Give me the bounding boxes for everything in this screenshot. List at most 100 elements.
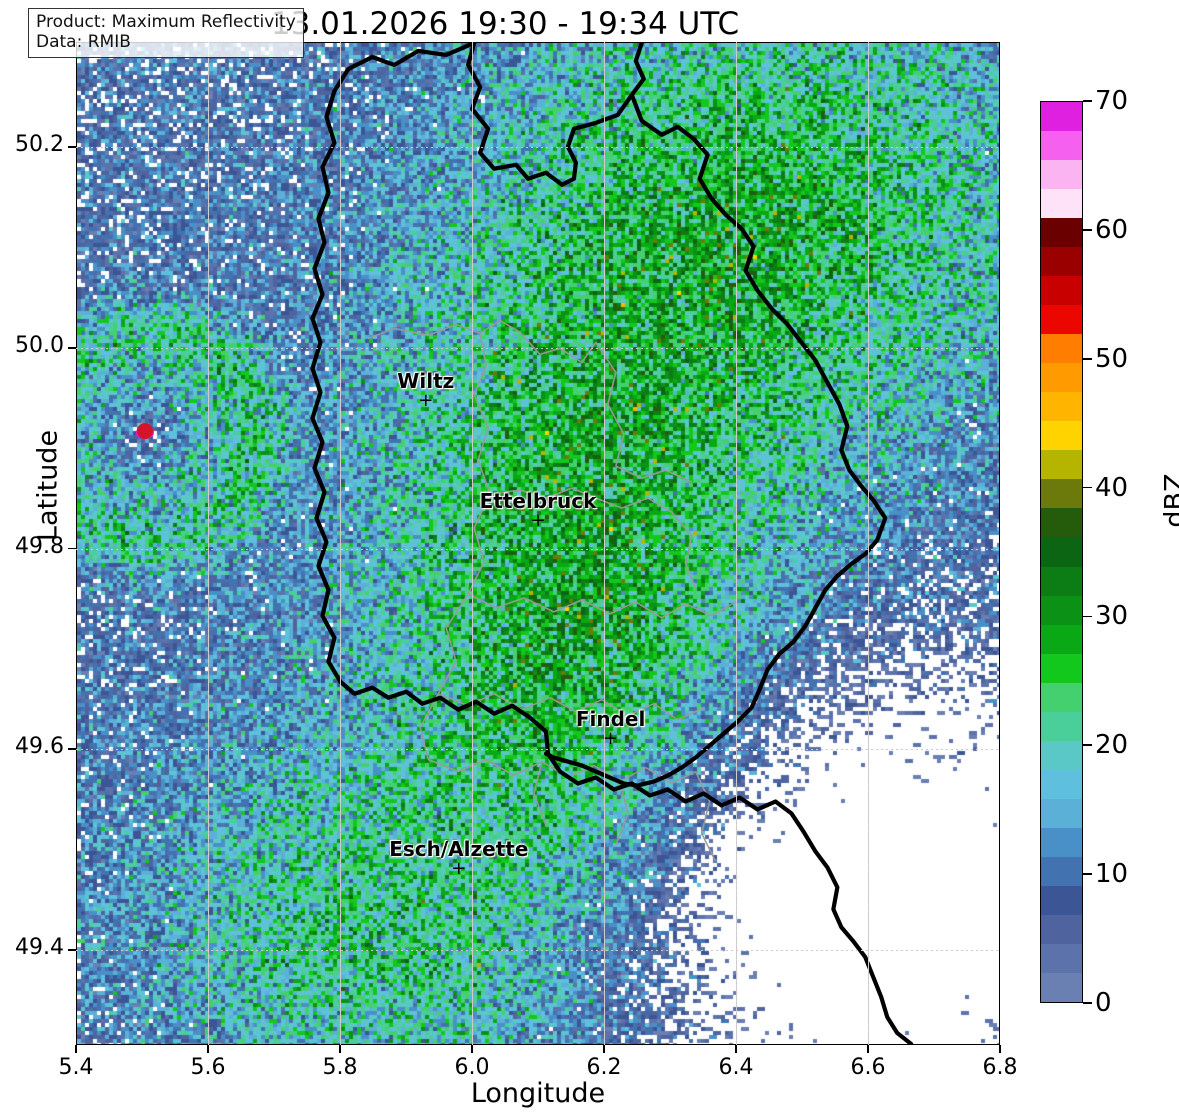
gridline-horizontal	[76, 949, 1000, 951]
city-marker-esch-alzette: Esch/Alzette +	[389, 837, 528, 880]
gridline-horizontal	[76, 749, 1000, 751]
colorbar-tick-label: 70	[1095, 86, 1129, 116]
colorbar-band	[1041, 740, 1082, 770]
y-tick-mark	[68, 547, 76, 550]
colorbar-tick-mark	[1083, 357, 1092, 360]
colorbar-tick-label: 0	[1095, 988, 1112, 1018]
colorbar-band	[1041, 189, 1082, 219]
colorbar-band	[1041, 218, 1082, 248]
colorbar-tick-mark	[1083, 1002, 1092, 1004]
gridline-horizontal	[76, 548, 1000, 550]
x-tick-mark	[867, 1045, 869, 1053]
x-tick-label: 6.6	[850, 1055, 886, 1080]
colorbar-tick-mark	[1083, 615, 1092, 618]
colorbar-band	[1041, 363, 1082, 393]
colorbar-tick-mark	[1083, 744, 1092, 747]
colorbar-band	[1041, 305, 1082, 335]
colorbar-band	[1041, 711, 1082, 741]
gridline-horizontal	[76, 347, 1000, 349]
x-tick-label: 6.2	[586, 1055, 622, 1080]
x-tick-mark	[735, 1045, 737, 1053]
colorbar-band	[1041, 334, 1082, 364]
x-tick-label: 6.0	[454, 1055, 490, 1080]
city-marker-wiltz: Wiltz +	[397, 369, 454, 412]
colorbar-band	[1041, 827, 1082, 857]
colorbar-title: dBZ	[1159, 473, 1179, 528]
data-source-line: Data: RMIB	[36, 32, 131, 53]
product-info-box: Product: Maximum Reflectivity Data: RMIB	[28, 8, 304, 59]
x-tick-label: 6.4	[718, 1055, 754, 1080]
colorbar-band	[1041, 479, 1082, 509]
colorbar	[1040, 101, 1083, 1003]
colorbar-band	[1041, 247, 1082, 277]
colorbar-band	[1041, 856, 1082, 886]
x-tick-mark	[339, 1045, 341, 1053]
gridline-vertical	[208, 42, 209, 1045]
page-title: 13.01.2026 19:30 - 19:34 UTC	[270, 6, 740, 42]
city-marker-findel: Findel +	[576, 707, 646, 748]
x-tick-mark	[999, 1045, 1001, 1053]
city-marker-ettelbruck: Ettelbruck +	[480, 489, 597, 532]
gridline-vertical	[472, 42, 473, 1045]
colorbar-band	[1041, 131, 1082, 161]
x-tick-mark	[471, 1045, 473, 1053]
colorbar-band	[1041, 798, 1082, 828]
colorbar-band	[1041, 943, 1082, 973]
y-tick-mark	[68, 347, 76, 349]
colorbar-tick-label: 40	[1095, 472, 1129, 503]
x-tick-label: 5.8	[322, 1055, 358, 1080]
colorbar-band	[1041, 769, 1082, 799]
colorbar-tick-mark	[1083, 100, 1092, 102]
colorbar-tick-label: 30	[1095, 601, 1129, 632]
radar-reflectivity-canvas	[77, 43, 999, 1044]
colorbar-band	[1041, 595, 1082, 625]
city-cross-marker: +	[418, 390, 434, 412]
colorbar-tick-label: 50	[1095, 343, 1129, 374]
x-tick-mark	[603, 1045, 605, 1053]
y-tick-mark	[68, 146, 76, 149]
colorbar-band	[1041, 508, 1082, 538]
y-tick-mark	[68, 748, 76, 750]
colorbar-band	[1041, 450, 1082, 480]
gridline-vertical	[868, 42, 869, 1045]
y-tick-label: 49.8	[15, 533, 64, 559]
colorbar-band	[1041, 421, 1082, 451]
colorbar-band	[1041, 160, 1082, 190]
colorbar-band	[1041, 102, 1082, 132]
y-tick-label: 50.0	[15, 332, 64, 358]
colorbar-tick-label: 10	[1095, 859, 1129, 890]
x-tick-label: 5.4	[58, 1055, 94, 1080]
colorbar-band	[1041, 624, 1082, 654]
colorbar-band	[1041, 653, 1082, 683]
x-tick-mark	[207, 1045, 209, 1053]
y-tick-label: 49.6	[15, 734, 64, 760]
colorbar-band	[1041, 682, 1082, 712]
gridline-horizontal	[76, 147, 1000, 149]
x-tick-label: 5.6	[190, 1055, 226, 1080]
radar-site-dot	[137, 423, 154, 440]
colorbar-band	[1041, 537, 1082, 567]
colorbar-band	[1041, 276, 1082, 306]
colorbar-tick-mark	[1083, 228, 1092, 231]
gridline-vertical	[340, 42, 341, 1045]
colorbar-band	[1041, 972, 1082, 1002]
y-tick-mark	[68, 948, 76, 951]
colorbar-tick-label: 60	[1095, 214, 1129, 245]
radar-plot-area	[76, 42, 1000, 1045]
x-axis-label: Longitude	[470, 1078, 606, 1109]
x-tick-label: 6.8	[982, 1055, 1018, 1080]
product-line: Product: Maximum Reflectivity	[36, 12, 296, 32]
city-cross-marker: +	[530, 510, 546, 532]
gridline-vertical	[736, 42, 737, 1045]
gridline-vertical	[604, 42, 605, 1045]
city-cross-marker: +	[451, 858, 467, 880]
x-tick-mark	[75, 1045, 77, 1053]
colorbar-tick-mark	[1083, 873, 1092, 876]
colorbar-band	[1041, 566, 1082, 596]
colorbar-band	[1041, 392, 1082, 422]
colorbar-tick-mark	[1083, 486, 1092, 489]
colorbar-band	[1041, 914, 1082, 944]
y-tick-label: 49.4	[15, 934, 64, 960]
colorbar-band	[1041, 885, 1082, 915]
